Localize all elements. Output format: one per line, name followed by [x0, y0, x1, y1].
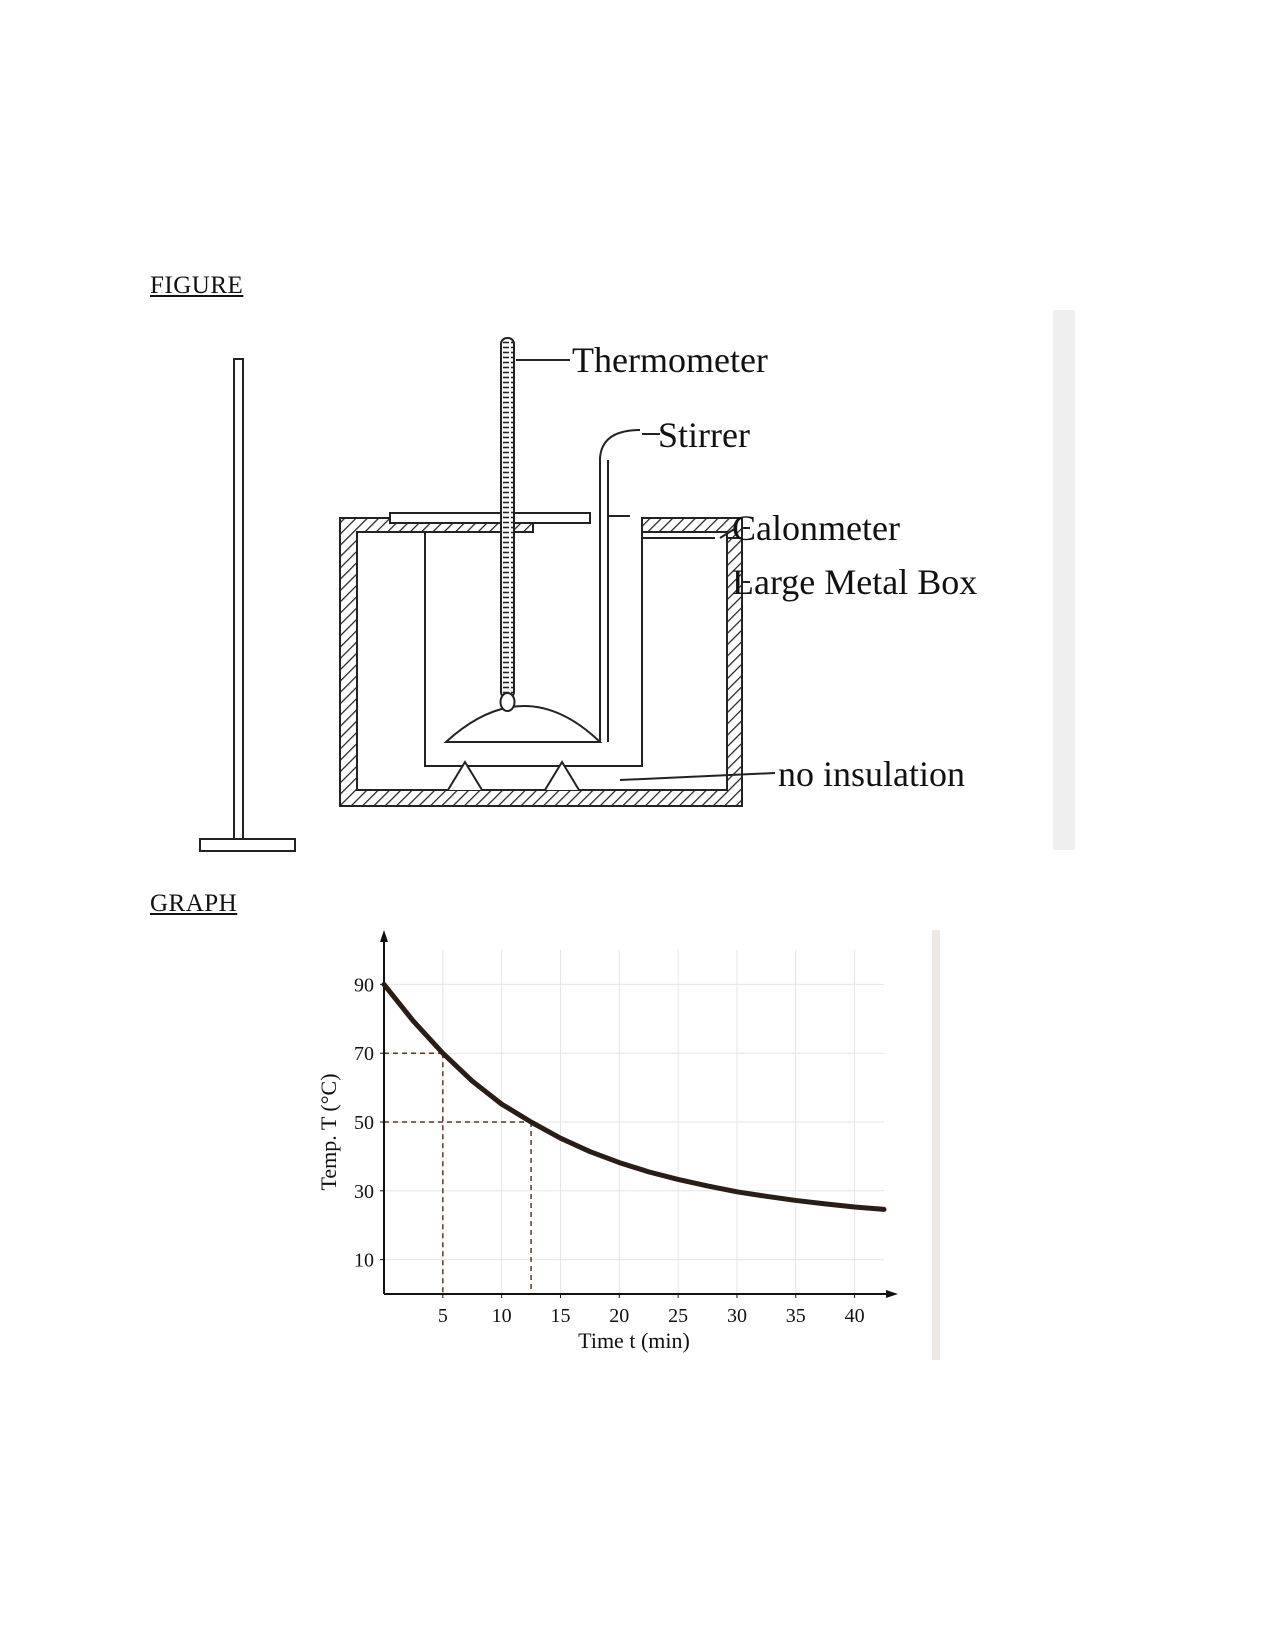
figure-heading: FIGURE — [150, 272, 244, 299]
y-tick-labels: 10 30 50 70 90 — [354, 974, 384, 1272]
x-axis-arrow — [886, 1290, 898, 1298]
insulating-supports — [447, 760, 580, 791]
reference-lines — [384, 1052, 532, 1294]
x-tick-label: 25 — [668, 1305, 688, 1327]
stirrer — [443, 429, 641, 743]
retort-stand — [199, 358, 296, 852]
y-axis-label: Temp. T (°C) — [320, 1073, 341, 1190]
stirrer-label: Stirrer — [658, 415, 750, 455]
x-tick-label: 35 — [786, 1305, 806, 1327]
x-axis-label: Time t (min) — [578, 1328, 690, 1353]
leader-lines — [516, 359, 776, 781]
y-axis-arrow — [380, 930, 388, 942]
y-tick-label: 50 — [354, 1112, 374, 1134]
x-tick-label: 5 — [438, 1305, 448, 1327]
image-edge-strip — [932, 930, 940, 1360]
x-tick-label: 30 — [727, 1305, 747, 1327]
x-tick-label: 10 — [492, 1305, 512, 1327]
metal-box-label: Large Metal Box — [732, 562, 977, 602]
graph-heading: GRAPH — [150, 890, 238, 917]
thermometer-label: Thermometer — [572, 340, 768, 380]
x-tick-label: 40 — [845, 1305, 865, 1327]
temperature-curve — [381, 981, 887, 1212]
x-tick-label: 15 — [550, 1305, 570, 1327]
y-tick-label: 90 — [354, 974, 374, 996]
no-insulation-label: no insulation — [778, 754, 965, 794]
lid — [389, 512, 630, 524]
calorimeter-label: Calonmeter — [732, 508, 900, 548]
thermometer — [499, 337, 516, 712]
calorimeter — [424, 532, 715, 767]
y-tick-label: 10 — [354, 1250, 374, 1272]
metal-box — [339, 517, 743, 807]
x-tick-label: 20 — [609, 1305, 629, 1327]
y-tick-label: 30 — [354, 1181, 374, 1203]
image-edge-strip — [1053, 310, 1075, 850]
apparatus-diagram: Thermometer Stirrer Calonmeter Large Met… — [199, 310, 1075, 852]
chart-axes — [380, 930, 898, 1298]
y-tick-label: 70 — [354, 1043, 374, 1065]
x-tick-labels: 5 10 15 20 25 30 35 40 — [438, 1294, 865, 1327]
